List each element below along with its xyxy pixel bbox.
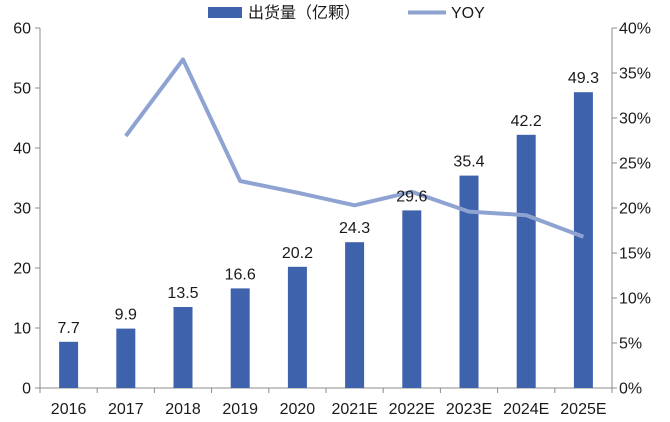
- yoy-line: [124, 57, 585, 239]
- y-left-tick-label: 60: [13, 21, 31, 38]
- bar: [402, 210, 422, 388]
- y-right-tick-label: 40%: [619, 21, 651, 38]
- bar: [116, 328, 136, 388]
- bar-data-label: 20.2: [282, 245, 313, 262]
- y-right-tick-label: 35%: [619, 66, 651, 83]
- bar: [345, 242, 365, 388]
- bar-data-label: 24.3: [339, 220, 370, 237]
- yoy-line-series: [124, 57, 585, 239]
- legend-label-yoy: YOY: [451, 5, 485, 22]
- data-labels: 7.7 9.9 13.5 16.6 20.2 24.3 29.6 35.4 42.2 49.3: [57, 70, 599, 337]
- y-right-tick-label: 15%: [619, 246, 651, 263]
- bar: [230, 288, 250, 388]
- bar: [59, 341, 79, 388]
- x-tick-label: 2019: [222, 401, 258, 418]
- bar-data-label: 7.7: [57, 320, 79, 337]
- bar-data-label: 29.6: [396, 188, 427, 205]
- bar-data-label: 42.2: [511, 113, 542, 130]
- y-right-tick-label: 0%: [619, 381, 642, 398]
- y-left-tick-label: 50: [13, 81, 31, 98]
- x-tick-label: 2023E: [446, 401, 492, 418]
- x-tick-label: 2018: [165, 401, 201, 418]
- bar-series: [59, 92, 593, 388]
- bar-data-label: 49.3: [568, 70, 599, 87]
- y-right-tick-label: 20%: [619, 201, 651, 218]
- bar: [287, 266, 307, 388]
- y-left-tick-label: 0: [22, 381, 31, 398]
- bar-data-label: 35.4: [453, 154, 484, 171]
- bar-data-label: 13.5: [167, 285, 198, 302]
- x-tick-label: 2024E: [503, 401, 549, 418]
- legend: 出货量（亿颗） YOY: [208, 4, 485, 22]
- bar: [516, 134, 536, 388]
- y-left-tick-label: 30: [13, 201, 31, 218]
- axes: 0 10 20 30 40 50 60 0% 5% 10% 15% 20% 25% 30% 35% 40% 20…: [13, 21, 651, 419]
- x-tick-label: 2017: [108, 401, 144, 418]
- x-tick-label: 2022E: [389, 401, 435, 418]
- x-tick-label: 2021E: [331, 401, 377, 418]
- y-left-tick-label: 40: [13, 141, 31, 158]
- legend-label-shipments: 出货量（亿颗）: [248, 4, 360, 22]
- bar: [459, 175, 479, 388]
- y-right-tick-label: 5%: [619, 336, 642, 353]
- x-tick-label: 2016: [51, 401, 87, 418]
- y-right-tick-label: 30%: [619, 111, 651, 128]
- bar-data-label: 9.9: [115, 307, 137, 324]
- y-right-tick-label: 25%: [619, 156, 651, 173]
- x-tick-label: 2025E: [560, 401, 606, 418]
- bar-data-label: 16.6: [225, 266, 256, 283]
- bar: [173, 307, 193, 388]
- y-right-tick-label: 10%: [619, 291, 651, 308]
- x-tick-label: 2020: [280, 401, 316, 418]
- bar: [573, 92, 593, 388]
- y-left-tick-label: 20: [13, 261, 31, 278]
- y-left-tick-label: 10: [13, 321, 31, 338]
- legend-swatch-shipments: [208, 7, 242, 18]
